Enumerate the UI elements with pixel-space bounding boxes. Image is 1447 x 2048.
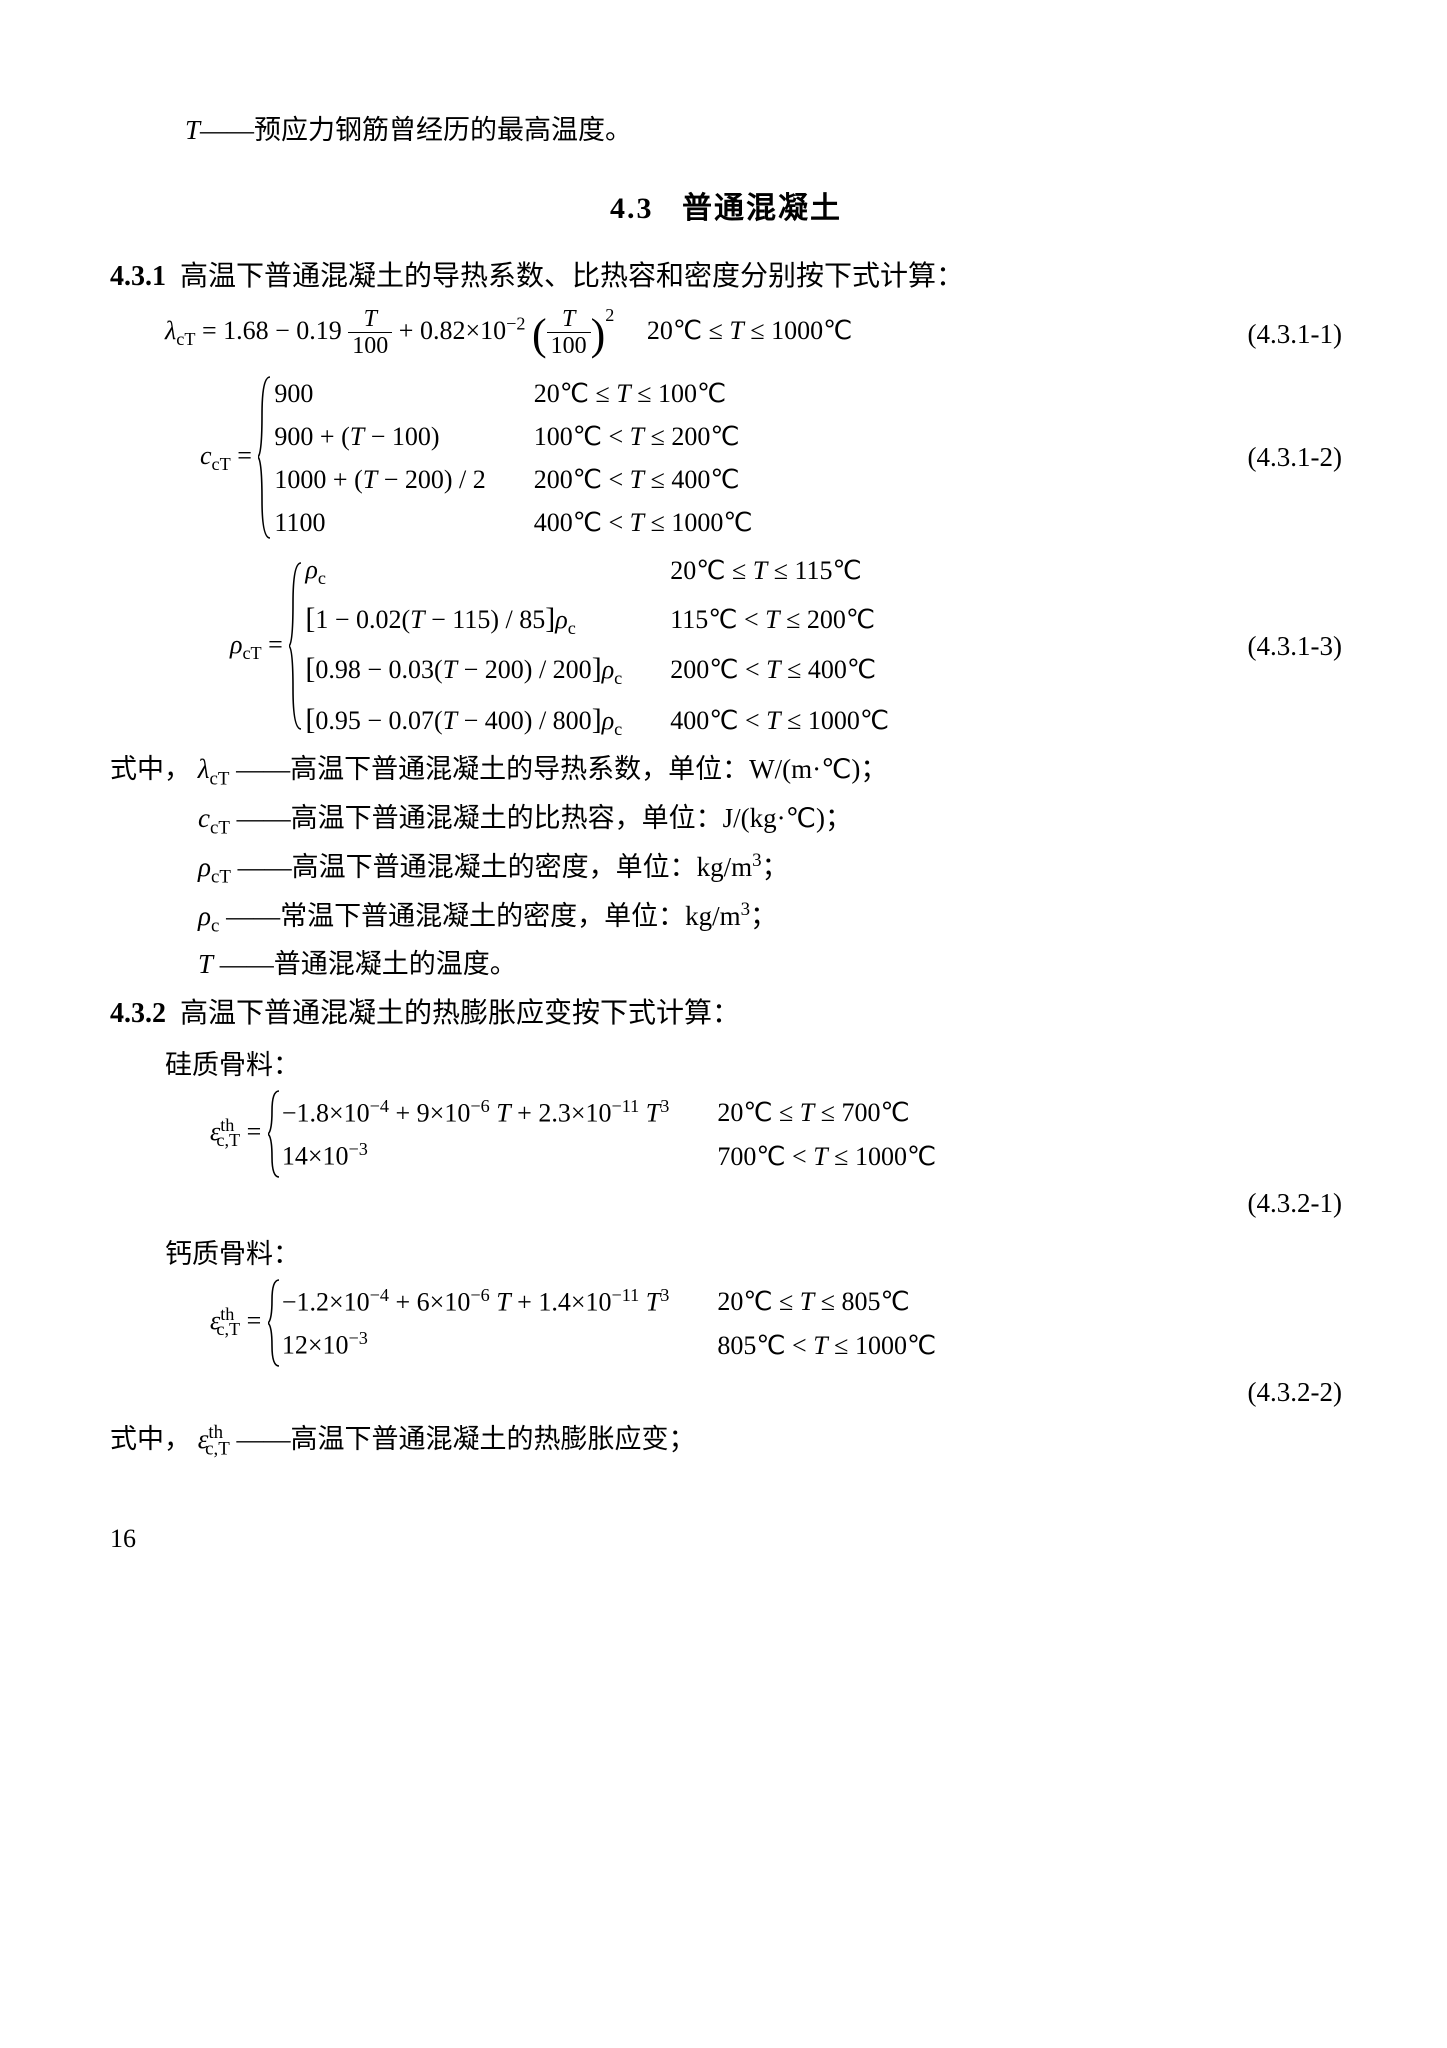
clause-number: 4.3.1 (110, 261, 166, 292)
equation-body: ccT = 90020℃ ≤ T ≤ 100℃ 900 + (T − 100)1… (110, 372, 1248, 544)
aggregate-calcareous-label: 钙质骨料： (165, 1234, 1342, 1275)
equation-number: (4.3.1-3) (1248, 626, 1342, 667)
clause-text: 高温下普通混凝土的热膨胀应变按下式计算： (180, 998, 740, 1029)
equation-body: εthc,T = −1.8×10−4 + 9×10−6 T + 2.3×10−1… (110, 1089, 1342, 1179)
case-cond: 20℃ ≤ T ≤ 700℃ (677, 1091, 944, 1135)
case-expr: 14×10−3 (282, 1134, 678, 1178)
top-text: 预应力钢筋曾经历的最高温度。 (254, 115, 632, 145)
equation-condition: 20℃ ≤ T ≤ 1000℃ (647, 316, 852, 345)
piecewise-cases: −1.2×10−4 + 6×10−6 T + 1.4×10−11 T320℃ ≤… (282, 1280, 944, 1367)
case-expr: −1.8×10−4 + 9×10−6 T + 2.3×10−11 T3 (282, 1091, 678, 1135)
piecewise-cases: −1.8×10−4 + 9×10−6 T + 2.3×10−11 T320℃ ≤… (282, 1091, 944, 1178)
case-expr: 1000 + (T − 200) / 2 (274, 458, 493, 501)
equation-body: λcT = 1.68 − 0.19 T100 + 0.82×10−2 (T100… (110, 302, 1248, 368)
case-expr: 12×10−3 (282, 1323, 678, 1367)
left-brace-icon (268, 1278, 282, 1368)
equation-4-3-1-3: ρcT = ρc20℃ ≤ T ≤ 115℃ [1 − 0.02(T − 115… (110, 548, 1342, 746)
where-epsilon-th: 式中， εthc,T ——高温下普通混凝土的热膨胀应变； (110, 1419, 1342, 1464)
piecewise-cases: 90020℃ ≤ T ≤ 100℃ 900 + (T − 100)100℃ < … (274, 372, 760, 544)
where-lambda-cT: 式中， λcT ——高温下普通混凝土的导热系数，单位：W/(m·℃)； (110, 749, 1342, 794)
section-4-3-title: 4.3 普通混凝土 (110, 186, 1342, 231)
aggregate-siliceous-label: 硅质骨料： (165, 1045, 1342, 1086)
case-cond: 115℃ < T ≤ 200℃ (630, 594, 897, 644)
equation-number: (4.3.2-1) (110, 1183, 1342, 1224)
equation-4-3-1-2: ccT = 90020℃ ≤ T ≤ 100℃ 900 + (T − 100)1… (110, 372, 1342, 544)
piecewise-cases: ρc20℃ ≤ T ≤ 115℃ [1 − 0.02(T − 115) / 85… (305, 548, 897, 746)
case-cond: 20℃ ≤ T ≤ 805℃ (677, 1280, 944, 1324)
equation-4-3-1-1: λcT = 1.68 − 0.19 T100 + 0.82×10−2 (T100… (110, 302, 1342, 368)
clause-number: 4.3.2 (110, 998, 166, 1029)
case-cond: 200℃ < T ≤ 400℃ (630, 644, 897, 694)
case-cond: 20℃ ≤ T ≤ 115℃ (630, 548, 897, 594)
case-expr: 900 + (T − 100) (274, 415, 493, 458)
where-rho-c: ρc ——常温下普通混凝土的密度，单位：kg/m3； (198, 896, 1342, 941)
equation-number: (4.3.1-1) (1248, 314, 1342, 355)
equation-4-3-2-2: εthc,T = −1.2×10−4 + 6×10−6 T + 1.4×10−1… (110, 1278, 1342, 1368)
case-cond: 400℃ < T ≤ 1000℃ (630, 695, 897, 745)
case-cond: 805℃ < T ≤ 1000℃ (677, 1323, 944, 1367)
where-rho-cT: ρcT ——高温下普通混凝土的密度，单位：kg/m3； (198, 847, 1342, 892)
left-brace-icon (289, 561, 305, 731)
symbol-T: T (185, 115, 200, 145)
case-expr: [0.98 − 0.03(T − 200) / 200]ρc (305, 644, 630, 694)
clause-4-3-2: 4.3.2 高温下普通混凝土的热膨胀应变按下式计算： (110, 993, 1342, 1035)
equation-number: (4.3.1-2) (1248, 437, 1342, 478)
case-expr: ρc (305, 548, 630, 594)
case-cond: 700℃ < T ≤ 1000℃ (677, 1134, 944, 1178)
equation-body: ρcT = ρc20℃ ≤ T ≤ 115℃ [1 − 0.02(T − 115… (110, 548, 1248, 746)
case-expr: [1 − 0.02(T − 115) / 85]ρc (305, 594, 630, 644)
prev-definition-line: T——预应力钢筋曾经历的最高温度。 (185, 110, 1342, 151)
case-expr: [0.95 − 0.07(T − 400) / 800]ρc (305, 695, 630, 745)
where-T: T ——普通混凝土的温度。 (198, 944, 1342, 985)
equation-4-3-2-1: εthc,T = −1.8×10−4 + 9×10−6 T + 2.3×10−1… (110, 1089, 1342, 1179)
section-name: 普通混凝土 (682, 192, 842, 225)
case-cond: 200℃ < T ≤ 400℃ (494, 458, 761, 501)
clause-text: 高温下普通混凝土的导热系数、比热容和密度分别按下式计算： (180, 261, 964, 292)
left-brace-icon (268, 1089, 282, 1179)
page-number: 16 (110, 1519, 1342, 1558)
case-cond: 400℃ < T ≤ 1000℃ (494, 501, 761, 544)
equation-number: (4.3.2-2) (110, 1372, 1342, 1413)
case-cond: 20℃ ≤ T ≤ 100℃ (494, 372, 761, 415)
equation-body: εthc,T = −1.2×10−4 + 6×10−6 T + 1.4×10−1… (110, 1278, 1342, 1368)
section-number: 4.3 (610, 192, 654, 225)
left-brace-icon (258, 375, 274, 540)
clause-4-3-1: 4.3.1 高温下普通混凝土的导热系数、比热容和密度分别按下式计算： (110, 256, 1342, 298)
case-expr: −1.2×10−4 + 6×10−6 T + 1.4×10−11 T3 (282, 1280, 678, 1324)
case-expr: 900 (274, 372, 493, 415)
case-cond: 100℃ < T ≤ 200℃ (494, 415, 761, 458)
case-expr: 1100 (274, 501, 493, 544)
dash: —— (200, 115, 254, 145)
where-c-cT: ccT ——高温下普通混凝土的比热容，单位：J/(kg·℃)； (198, 798, 1342, 843)
